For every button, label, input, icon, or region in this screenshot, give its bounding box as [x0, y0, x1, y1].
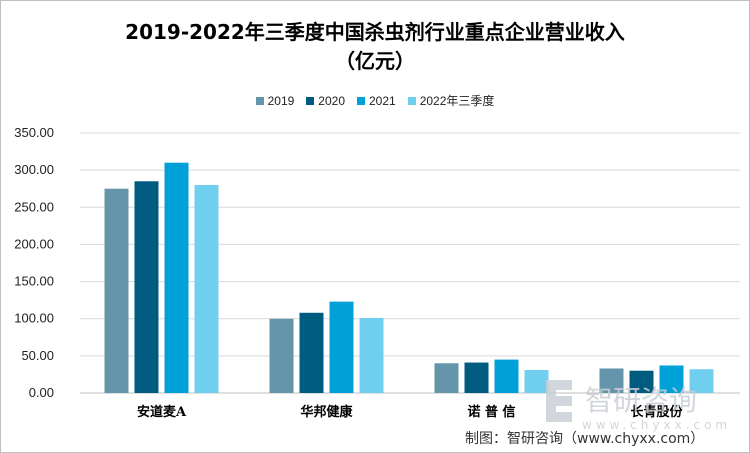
y-tick-label: 200.00	[14, 236, 54, 251]
legend-item-2: 2021	[357, 94, 396, 108]
bar	[629, 370, 654, 393]
legend-item-0: 2019	[255, 94, 295, 108]
chart-title-line1: 2019-2022年三季度中国杀虫剂行业重点企业营业收入	[125, 20, 625, 44]
y-tick-label: 100.00	[14, 311, 54, 326]
y-tick-label: 300.00	[14, 162, 54, 177]
bar	[599, 368, 624, 393]
bar	[299, 312, 324, 393]
y-tick-label: 50.00	[21, 348, 54, 363]
legend-item-1: 2020	[306, 94, 345, 108]
y-tick-label: 0.00	[29, 385, 54, 400]
legend-swatch	[255, 97, 264, 105]
category-label: 华邦健康	[300, 404, 353, 420]
chart-legend: 2019 2020 2021 2022年三季度	[0, 92, 750, 109]
legend-swatch	[357, 97, 365, 105]
source-footer: 制图：智研咨询（www.chyxx.com）	[465, 431, 705, 447]
legend-label: 2020	[318, 94, 345, 108]
chart-title: 2019-2022年三季度中国杀虫剂行业重点企业营业收入 （亿元）	[0, 18, 750, 76]
category-label: 安道麦A	[137, 404, 187, 420]
bar	[329, 301, 354, 393]
legend-label: 2022年三季度	[419, 94, 495, 108]
y-tick-label: 250.00	[14, 199, 54, 214]
watermark-brand: 智研咨询	[585, 384, 697, 417]
bar	[359, 317, 384, 393]
bar	[494, 359, 519, 393]
bar	[134, 181, 159, 393]
bar	[194, 185, 219, 393]
category-label: 诺 普 信	[467, 404, 515, 420]
legend-label: 2021	[369, 94, 396, 108]
legend-label: 2019	[267, 94, 295, 108]
legend-swatch	[407, 97, 416, 105]
legend-item-3: 2022年三季度	[407, 92, 495, 109]
chart-title-line2: （亿元）	[335, 49, 415, 73]
bar	[434, 363, 459, 393]
bar	[164, 162, 189, 393]
bar	[464, 362, 489, 393]
bar	[524, 369, 549, 393]
watermark-url: www.chyxx.com	[582, 418, 731, 432]
y-tick-label: 150.00	[14, 274, 54, 289]
bar	[689, 369, 714, 393]
bar	[269, 318, 294, 393]
y-tick-label: 350.00	[14, 125, 54, 140]
bar	[659, 365, 684, 393]
chyxx-logo-icon	[546, 380, 572, 422]
bar	[104, 188, 129, 393]
category-label: 长青股份	[630, 404, 683, 420]
legend-swatch	[306, 97, 315, 105]
